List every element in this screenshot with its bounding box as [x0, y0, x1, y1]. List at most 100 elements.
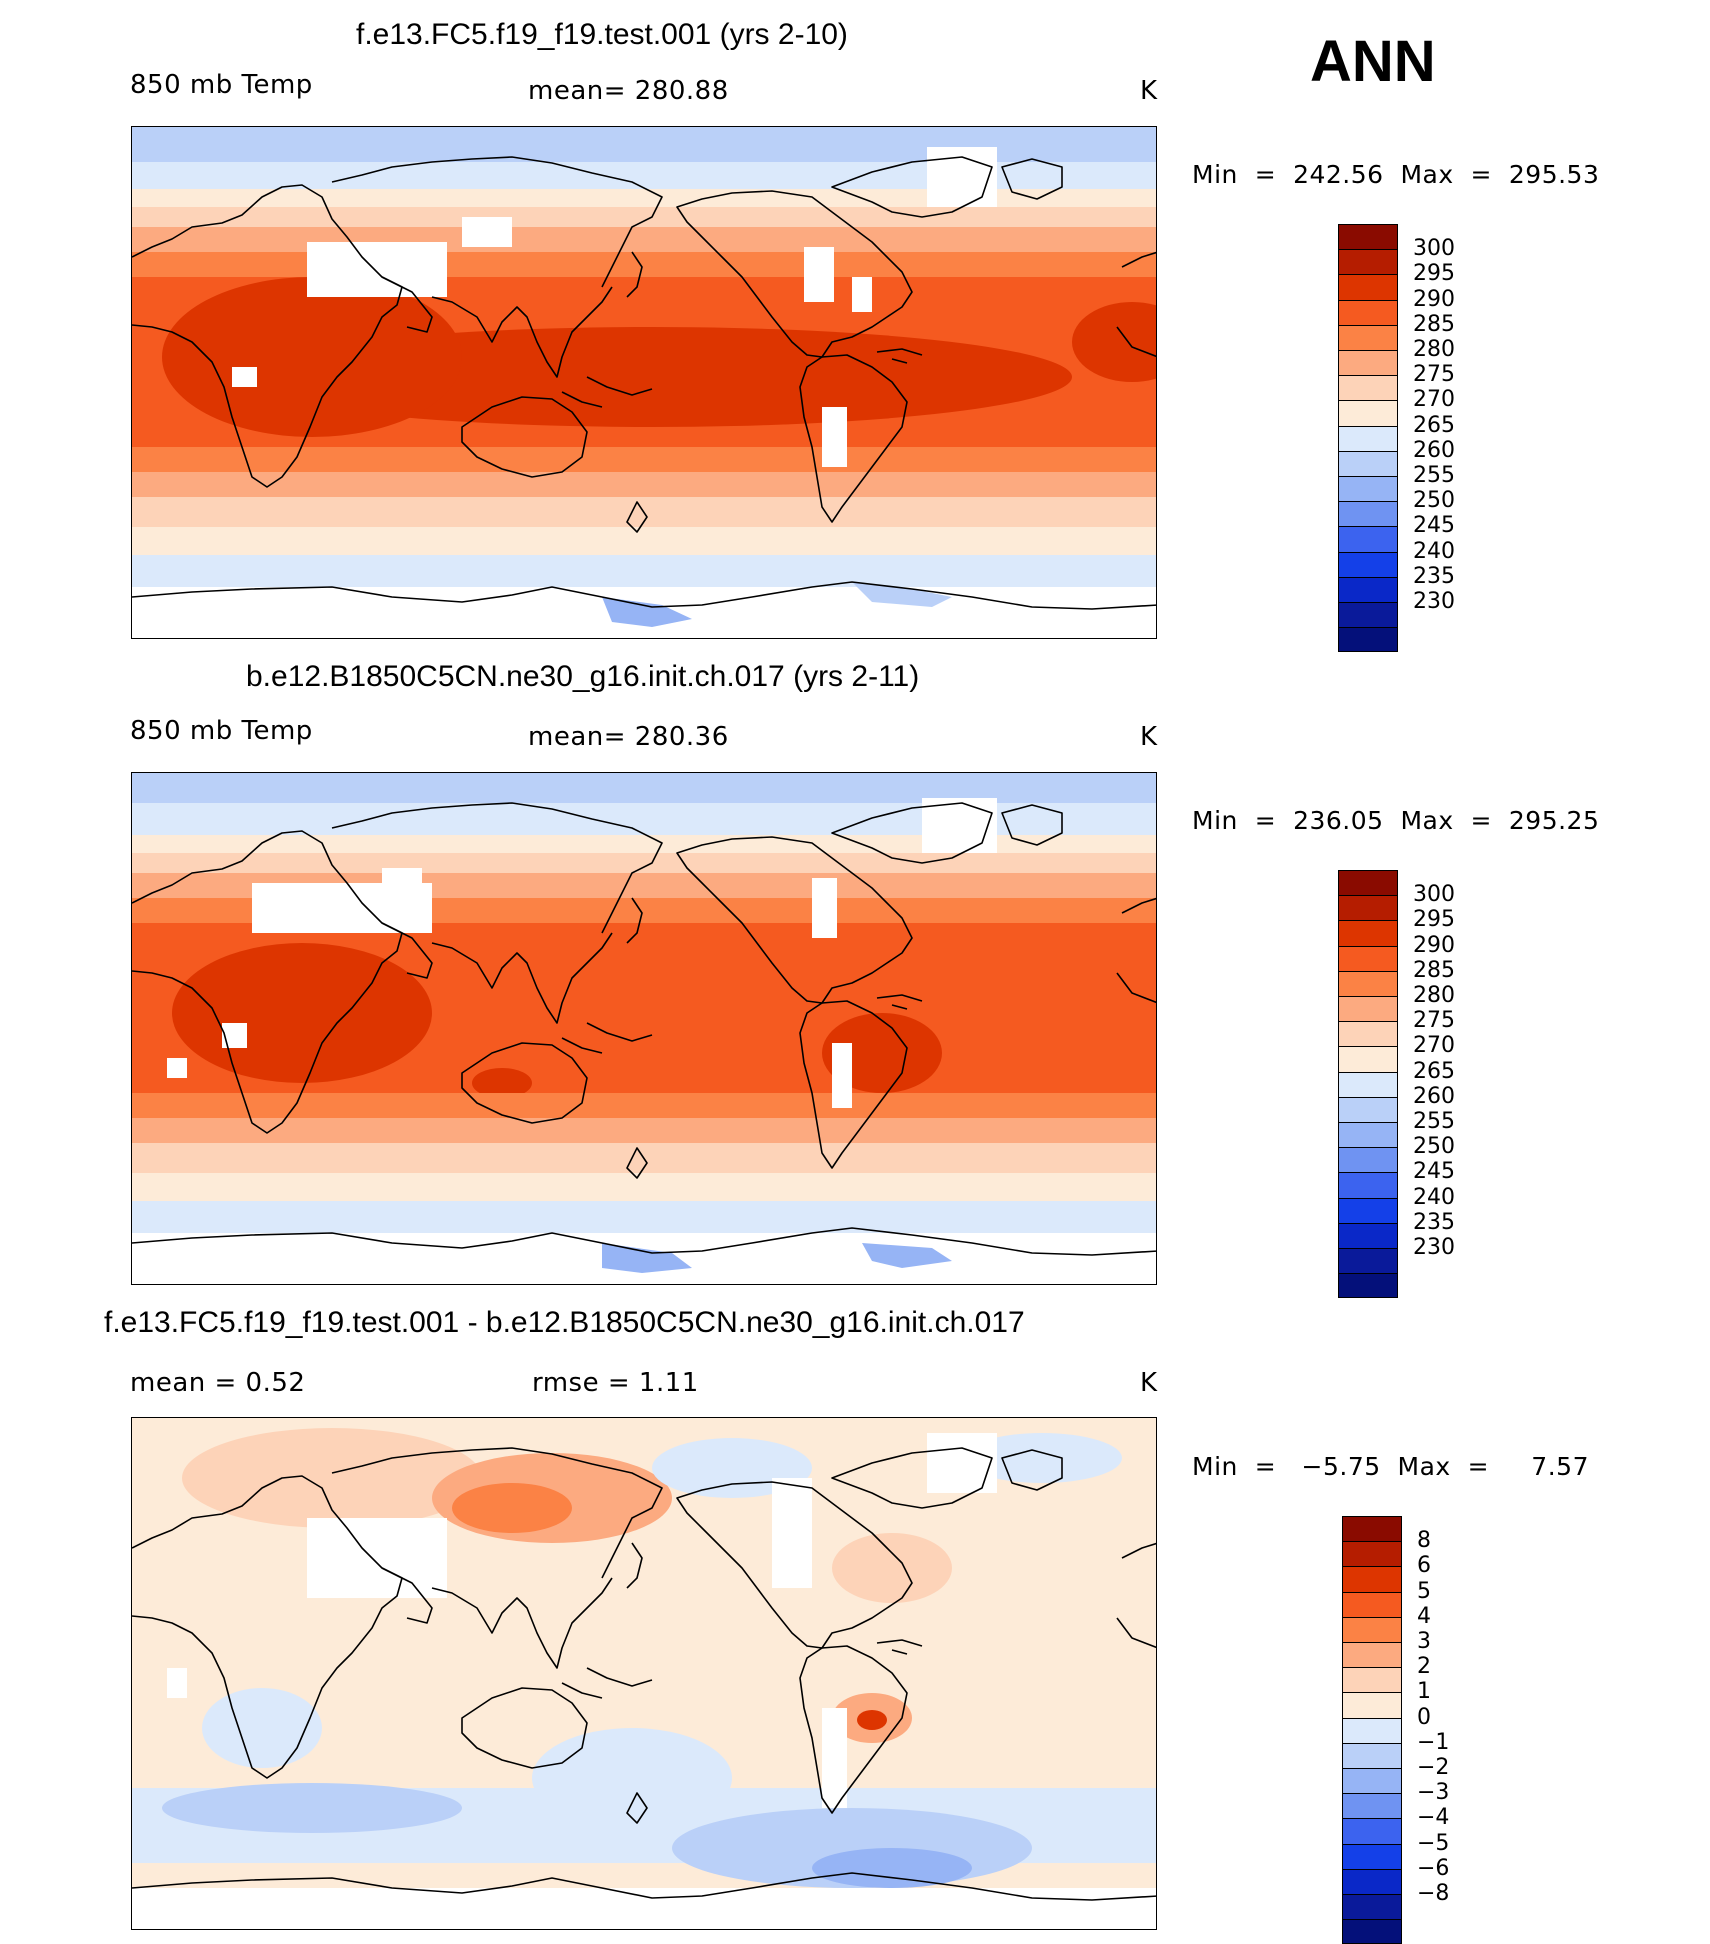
colorbar-tick-label: 230 [1413, 1235, 1455, 1260]
colorbar-swatch [1338, 324, 1398, 350]
panel-2-title: b.e12.B1850C5CN.ne30_g16.init.ch.017 (yr… [246, 660, 920, 693]
colorbar-tick-label: 270 [1413, 387, 1455, 413]
colorbar-swatch [1338, 895, 1398, 921]
colorbar-tick-label: 290 [1413, 286, 1455, 312]
colorbar-swatch [1338, 1248, 1398, 1274]
colorbar-swatch [1342, 1894, 1402, 1920]
colorbar-tick-label: 265 [1413, 412, 1455, 438]
colorbar-tick-label: −6 [1417, 1855, 1450, 1881]
colorbar-tick-label: 280 [1413, 337, 1455, 362]
colorbar-swatch [1342, 1768, 1402, 1794]
colorbar-swatch [1338, 1122, 1398, 1148]
colorbar-tick-label: 300 [1413, 882, 1455, 908]
colorbar-swatch [1342, 1843, 1402, 1869]
colorbar-tick-label: 245 [1413, 1159, 1455, 1185]
colorbar-swatch [1338, 996, 1398, 1022]
colorbar-tick-label: 250 [1413, 488, 1455, 514]
colorbar-swatch [1342, 1591, 1402, 1617]
colorbar-tick-label: 265 [1413, 1058, 1455, 1084]
colorbar-tick-label: 300 [1413, 236, 1455, 262]
colorbar-swatch [1338, 450, 1398, 476]
colorbar-tick-label: 250 [1413, 1134, 1455, 1160]
panel-3-mean: mean = 0.52 [130, 1368, 306, 1398]
colorbar-swatch [1338, 576, 1398, 602]
colorbar-tick-label: 295 [1413, 261, 1455, 287]
colorbar-tick-label: 1 [1417, 1679, 1431, 1705]
colorbar-swatch [1338, 1021, 1398, 1047]
colorbar-tick-label: 2 [1417, 1654, 1431, 1680]
colorbar-tick-label: 5 [1417, 1578, 1431, 1604]
colorbar-swatch [1338, 299, 1398, 325]
colorbar-swatch [1338, 627, 1398, 653]
colorbar-tick-label: 290 [1413, 932, 1455, 958]
colorbar-swatch [1338, 970, 1398, 996]
colorbar-tick-label: 280 [1413, 983, 1455, 1008]
colorbar-swatch [1338, 526, 1398, 552]
colorbar-swatch [1342, 1742, 1402, 1768]
colorbar-tick-label: 285 [1413, 957, 1455, 983]
panel-1-units: K [1140, 76, 1158, 106]
colorbar-tick-label: −4 [1417, 1805, 1450, 1831]
colorbar-swatch [1338, 920, 1398, 946]
colorbar-tick-label: 240 [1413, 1184, 1455, 1210]
colorbar-swatch [1338, 400, 1398, 426]
panel-1-mean: mean= 280.88 [528, 76, 729, 106]
colorbar-swatch [1338, 501, 1398, 527]
colorbar-swatch [1342, 1541, 1402, 1567]
colorbar-swatch [1342, 1616, 1402, 1642]
colorbar-swatch [1338, 249, 1398, 275]
panel-3-rmse: rmse = 1.11 [532, 1368, 699, 1398]
colorbar-swatch [1338, 224, 1398, 250]
colorbar-swatch [1338, 1197, 1398, 1223]
panel-3-map [131, 1417, 1157, 1930]
colorbar-swatch [1342, 1717, 1402, 1743]
colorbar-tick-label: 260 [1413, 1083, 1455, 1109]
colorbar-swatch [1338, 274, 1398, 300]
colorbar-swatch [1338, 551, 1398, 577]
colorbar-tick-label: 0 [1417, 1704, 1431, 1730]
colorbar-tick-label: 8 [1417, 1528, 1431, 1554]
panel-1-variable: 850 mb Temp [130, 70, 313, 100]
colorbar-swatch [1338, 870, 1398, 896]
colorbar-tick-label: −2 [1417, 1755, 1450, 1780]
colorbar-swatch [1342, 1667, 1402, 1693]
colorbar-swatch [1342, 1642, 1402, 1668]
panel-1-map [131, 126, 1157, 639]
colorbar-swatch [1338, 476, 1398, 502]
colorbar-swatch [1342, 1793, 1402, 1819]
colorbar-swatch [1338, 602, 1398, 628]
colorbar-swatch [1338, 1046, 1398, 1072]
colorbar-swatch [1342, 1692, 1402, 1718]
colorbar-tick-label: 3 [1417, 1629, 1431, 1654]
panel-2-mean: mean= 280.36 [528, 722, 729, 752]
colorbar-tick-label: 275 [1413, 362, 1455, 388]
colorbar-swatch [1342, 1868, 1402, 1894]
season-label: ANN [1310, 29, 1436, 94]
colorbar-swatch [1338, 1071, 1398, 1097]
colorbar-tick-label: 230 [1413, 589, 1455, 614]
colorbar-tick-label: −8 [1417, 1881, 1450, 1906]
colorbar-tick-label: 295 [1413, 907, 1455, 933]
colorbar-tick-label: 275 [1413, 1008, 1455, 1034]
panel-2-variable: 850 mb Temp [130, 716, 313, 746]
colorbar-swatch [1342, 1818, 1402, 1844]
colorbar-tick-label: 270 [1413, 1033, 1455, 1059]
colorbar-tick-label: 235 [1413, 563, 1455, 589]
colorbar-swatch [1338, 1273, 1398, 1299]
colorbar-frame [1338, 224, 1398, 653]
colorbar-swatch [1338, 1147, 1398, 1173]
colorbar-frame [1342, 1516, 1402, 1944]
colorbar-tick-label: −5 [1417, 1830, 1450, 1856]
panel-2-minmax: Min = 236.05 Max = 295.25 [1192, 806, 1600, 835]
colorbar-tick-label: 255 [1413, 463, 1455, 488]
colorbar-tick-label: −3 [1417, 1780, 1450, 1806]
panel-3-title: f.e13.FC5.f19_f19.test.001 - b.e12.B1850… [104, 1306, 1025, 1339]
colorbar-tick-label: 245 [1413, 513, 1455, 539]
colorbar-tick-label: 240 [1413, 538, 1455, 564]
colorbar-tick-label: 6 [1417, 1553, 1431, 1579]
colorbar-swatch [1338, 1172, 1398, 1198]
panel-3-minmax: Min = −5.75 Max = 7.57 [1192, 1452, 1589, 1481]
panel-2-units: K [1140, 722, 1158, 752]
colorbar-tick-label: 235 [1413, 1209, 1455, 1235]
colorbar-swatch [1338, 945, 1398, 971]
